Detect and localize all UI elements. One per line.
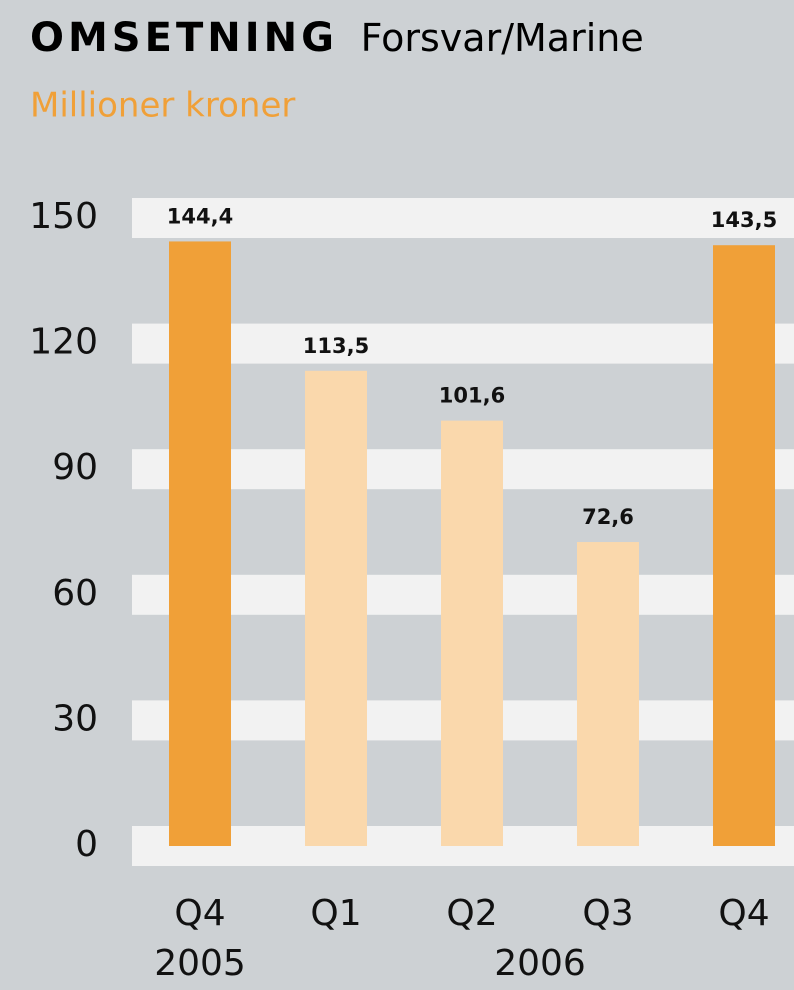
title-detail: Forsvar/Marine	[361, 16, 644, 60]
x-tick-label: Q4	[174, 893, 225, 934]
chart-title: OMSETNING Forsvar/Marine	[30, 15, 644, 61]
bar	[169, 241, 231, 847]
grid-band	[132, 323, 794, 364]
value-label: 101,6	[439, 384, 505, 408]
y-tick-label: 30	[52, 698, 98, 739]
value-label: 144,4	[167, 204, 233, 228]
x-tick-label: Q3	[582, 893, 633, 934]
subtitle: Millioner kroner	[30, 86, 295, 126]
group-label: 2006	[494, 943, 586, 984]
x-tick-label: Q2	[446, 893, 497, 934]
bar	[441, 420, 503, 846]
value-label: 113,5	[303, 334, 369, 358]
group-label: 2005	[154, 943, 246, 984]
bar	[305, 370, 367, 846]
value-label: 72,6	[582, 505, 634, 529]
y-tick-label: 120	[29, 322, 98, 363]
y-tick-label: 150	[29, 196, 98, 237]
bar	[713, 245, 775, 847]
y-tick-label: 90	[52, 447, 98, 488]
x-tick-label: Q1	[310, 893, 361, 934]
value-label: 143,5	[711, 208, 777, 232]
y-tick-label: 60	[52, 573, 98, 614]
x-tick-label: Q4	[718, 893, 769, 934]
title-main: OMSETNING	[30, 15, 338, 61]
bar	[577, 542, 639, 846]
y-tick-label: 0	[75, 824, 98, 865]
grid-band	[132, 198, 794, 238]
